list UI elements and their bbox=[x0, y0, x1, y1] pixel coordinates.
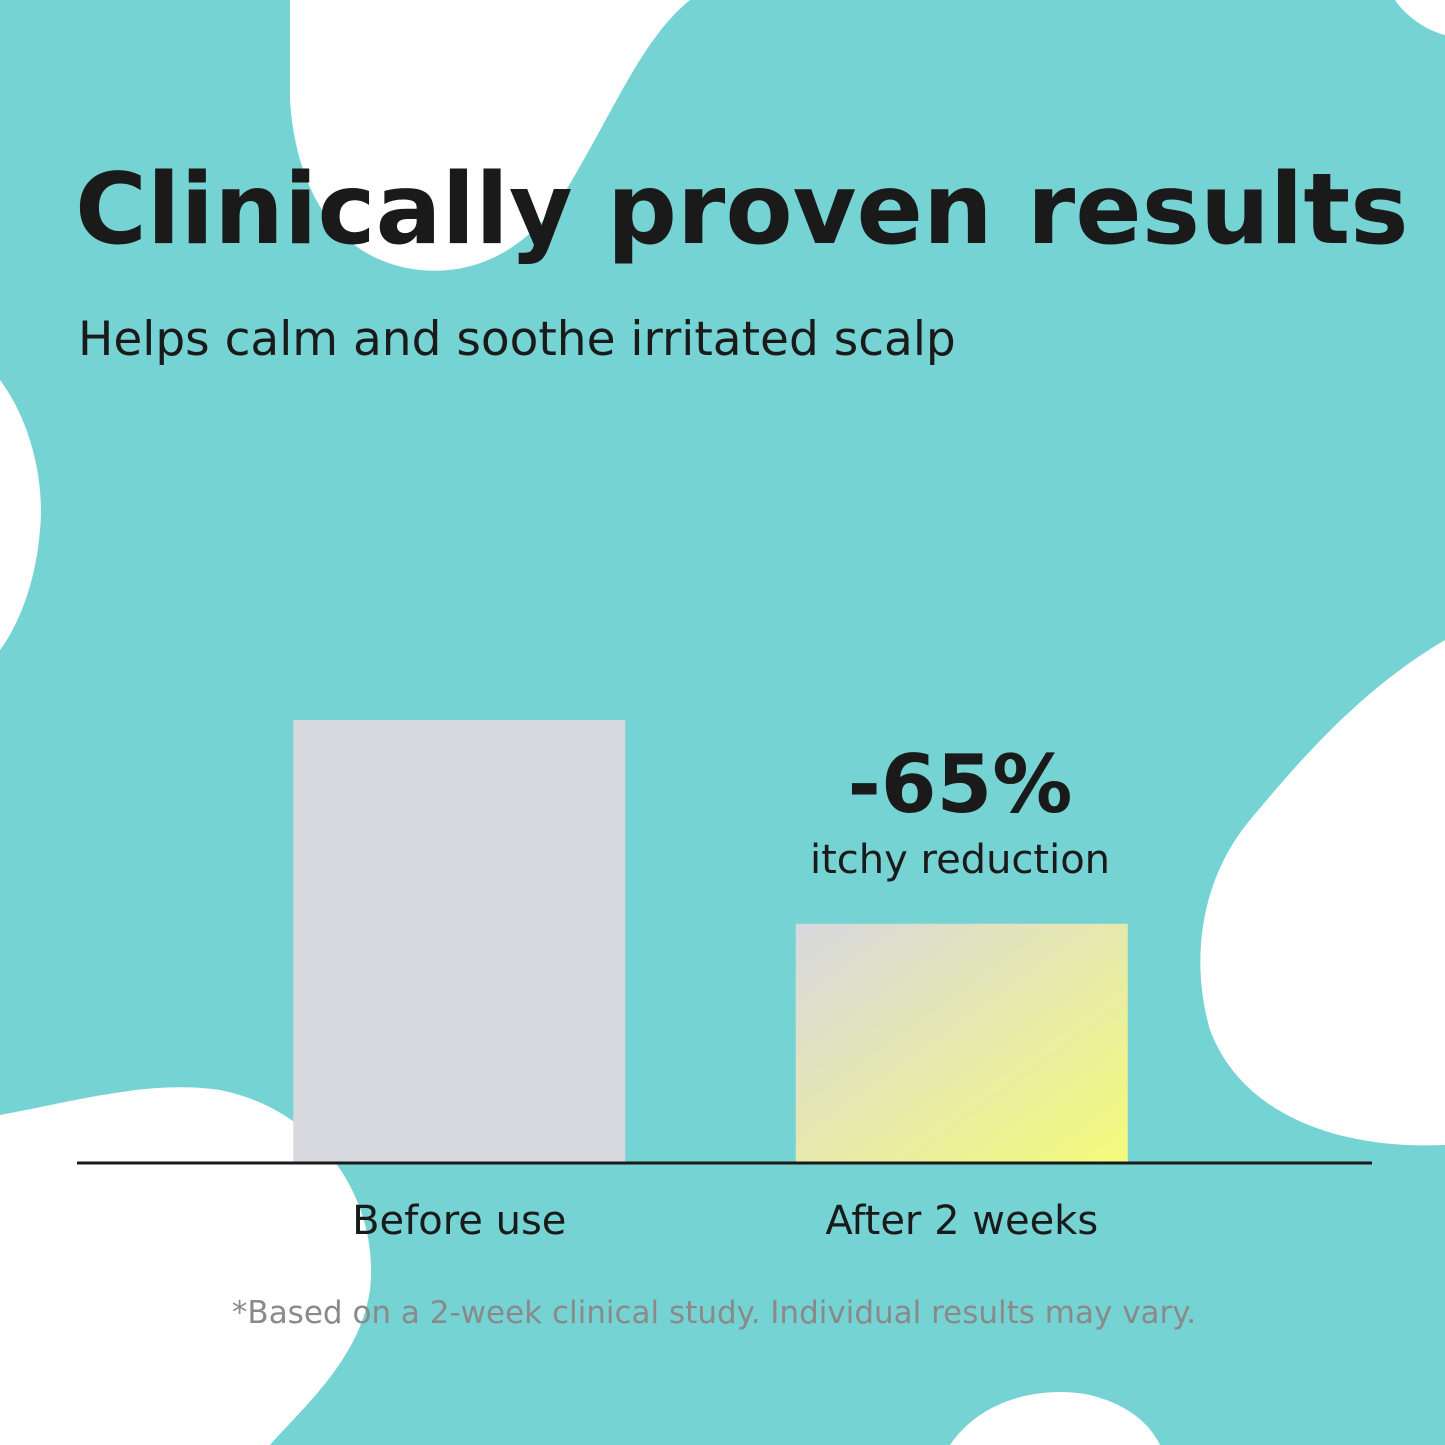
blob bbox=[0, 380, 41, 650]
subtitle: Helps calm and soothe irritated scalp bbox=[78, 312, 956, 367]
bar bbox=[795, 923, 1128, 1163]
blob bbox=[1200, 640, 1445, 1146]
footnote: *Based on a 2-week clinical study. Indiv… bbox=[232, 1295, 1196, 1331]
blob bbox=[290, 0, 690, 271]
blob bbox=[950, 1392, 1160, 1445]
annotation-text: itchy reduction bbox=[810, 837, 1110, 883]
blob bbox=[0, 1087, 372, 1445]
chart-title: Clinically proven results bbox=[75, 153, 1409, 267]
bar bbox=[293, 720, 626, 1163]
blob bbox=[1395, 0, 1445, 35]
x-tick-label: Before use bbox=[352, 1198, 566, 1244]
x-tick-label: After 2 weeks bbox=[825, 1198, 1098, 1244]
annotation-value: -65% bbox=[848, 738, 1073, 831]
